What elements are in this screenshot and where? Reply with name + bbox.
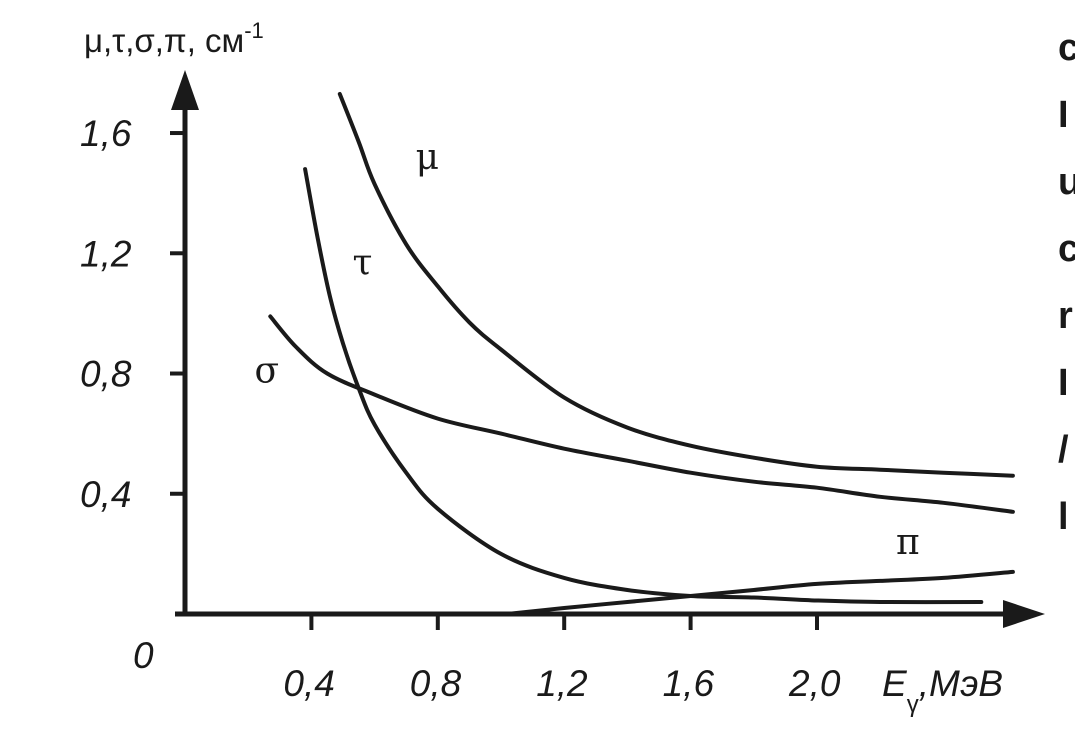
edge-glyph: u <box>1058 161 1075 203</box>
edge-glyph: l <box>1058 496 1069 538</box>
edge-glyph: I <box>1058 362 1069 404</box>
tau-curve <box>303 167 984 605</box>
x-tick-label: 1,2 <box>536 663 588 704</box>
y-axis-title: μ,τ,σ,π, см-1 <box>84 18 264 59</box>
mu-curve <box>337 92 1015 478</box>
y-tick-label: 1,2 <box>80 233 132 274</box>
tau-label: τ <box>352 242 372 283</box>
y-tick-label: 0,8 <box>80 354 132 395</box>
curve-labels: μ τ σ π <box>255 137 920 563</box>
edge-glyph: / <box>1058 429 1069 471</box>
edge-glyph: I <box>1058 94 1069 136</box>
x-tick-label: 0,8 <box>410 663 462 704</box>
origin-label: 0 <box>133 635 154 676</box>
x-tick-label: 1,6 <box>663 663 715 704</box>
y-tick-label: 1,6 <box>80 113 132 154</box>
axis-ticks: 0,4 0,8 1,2 1,6 2,0 0,4 0,8 1,2 1,6 <box>80 113 841 704</box>
pi-curve <box>505 569 1015 616</box>
x-axis-arrow <box>1003 600 1045 628</box>
x-tick-label: 2,0 <box>788 663 841 704</box>
y-axis-arrow <box>171 70 199 110</box>
x-axis-title: Eγ,МэВ <box>882 663 1003 718</box>
edge-glyph: c <box>1058 228 1075 270</box>
pi-label: π <box>896 522 920 563</box>
mu-label: μ <box>416 137 439 178</box>
curves <box>268 92 1015 616</box>
y-tick-label: 0,4 <box>80 474 131 515</box>
edge-glyph: c <box>1058 27 1075 69</box>
edge-glyph: r <box>1058 295 1073 337</box>
sigma-label: σ <box>255 351 280 392</box>
x-tick-label: 0,4 <box>283 663 334 704</box>
sigma-curve <box>268 314 1015 514</box>
